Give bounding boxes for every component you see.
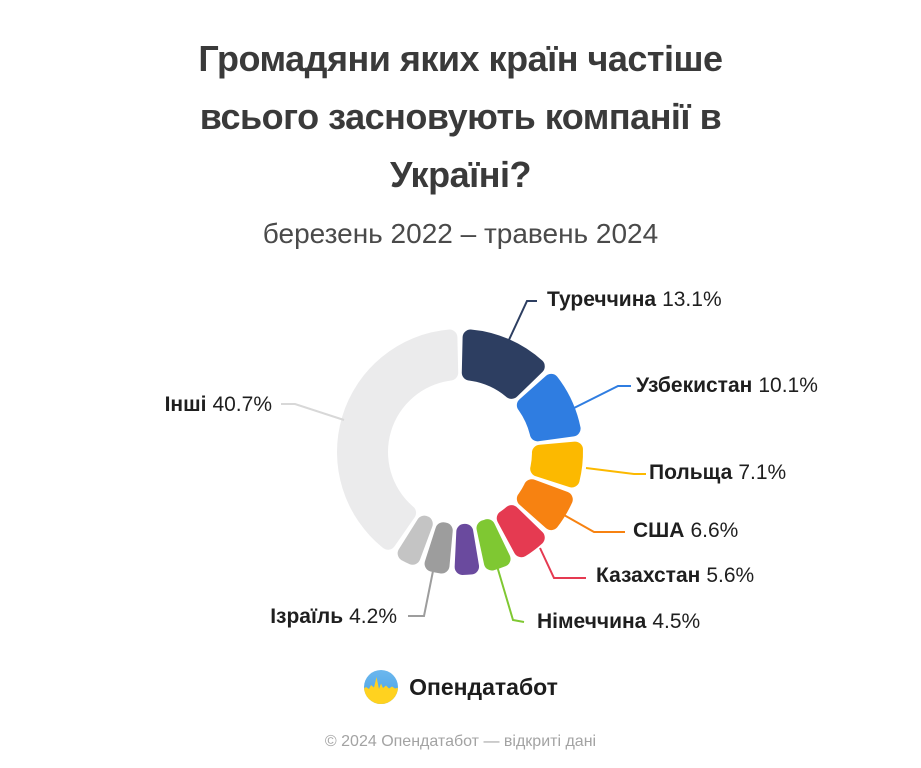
segment-label-usa: США 6.6% <box>633 519 739 542</box>
chart-subtitle: березень 2022 – травень 2024 <box>262 218 659 249</box>
leader-line-США <box>563 514 625 533</box>
brand-name: Опендатабот <box>409 673 558 700</box>
page-title: Громадяни яких країн частіше всього засн… <box>0 30 921 204</box>
leader-line-Узбекистан <box>573 385 631 409</box>
donut-segment-Польща <box>530 441 583 488</box>
leader-line-Казахстан <box>539 547 586 579</box>
donut-segment-США <box>516 479 573 531</box>
donut-segment-Туреччина <box>461 329 545 399</box>
leader-line-Ізраїль <box>408 570 434 617</box>
brand-block: Опендатабот <box>0 666 921 708</box>
donut-segment-unlabeled-8 <box>397 515 433 565</box>
title-line-3: Україні? <box>390 154 531 195</box>
donut-segment-Ізраїль <box>424 522 453 574</box>
donut-segment-Інші <box>336 329 459 550</box>
segment-label-israel: Ізраїль 4.2% <box>270 605 397 628</box>
segment-label-germany: Німеччина 4.5% <box>537 610 701 633</box>
title-line-2: всього засновують компанії в <box>199 96 722 137</box>
title-line-1: Громадяни яких країн частіше <box>198 38 723 79</box>
copyright-text: © 2024 Опендатабот — відкриті дані <box>324 733 597 750</box>
donut-segment-unlabeled-6 <box>454 523 480 575</box>
segment-label-others: Інші 40.7% <box>164 393 272 416</box>
segment-label-uzbekistan: Узбекистан 10.1% <box>636 374 818 397</box>
donut-segment-Німеччина <box>476 519 511 571</box>
leader-line-Інші <box>281 403 345 421</box>
donut-segment-Узбекистан <box>516 373 581 442</box>
segment-label-poland: Польща 7.1% <box>649 461 787 484</box>
leader-line-Польща <box>585 467 646 475</box>
segment-label-turkey: Туреччина 13.1% <box>547 288 722 311</box>
donut-segment-Казахстан <box>496 505 545 558</box>
segment-label-kazakhstan: Казахстан 5.6% <box>596 564 755 587</box>
opendatabot-logo-icon <box>363 669 399 705</box>
leader-line-Туреччина <box>507 300 537 343</box>
leader-line-Німеччина <box>496 565 525 623</box>
